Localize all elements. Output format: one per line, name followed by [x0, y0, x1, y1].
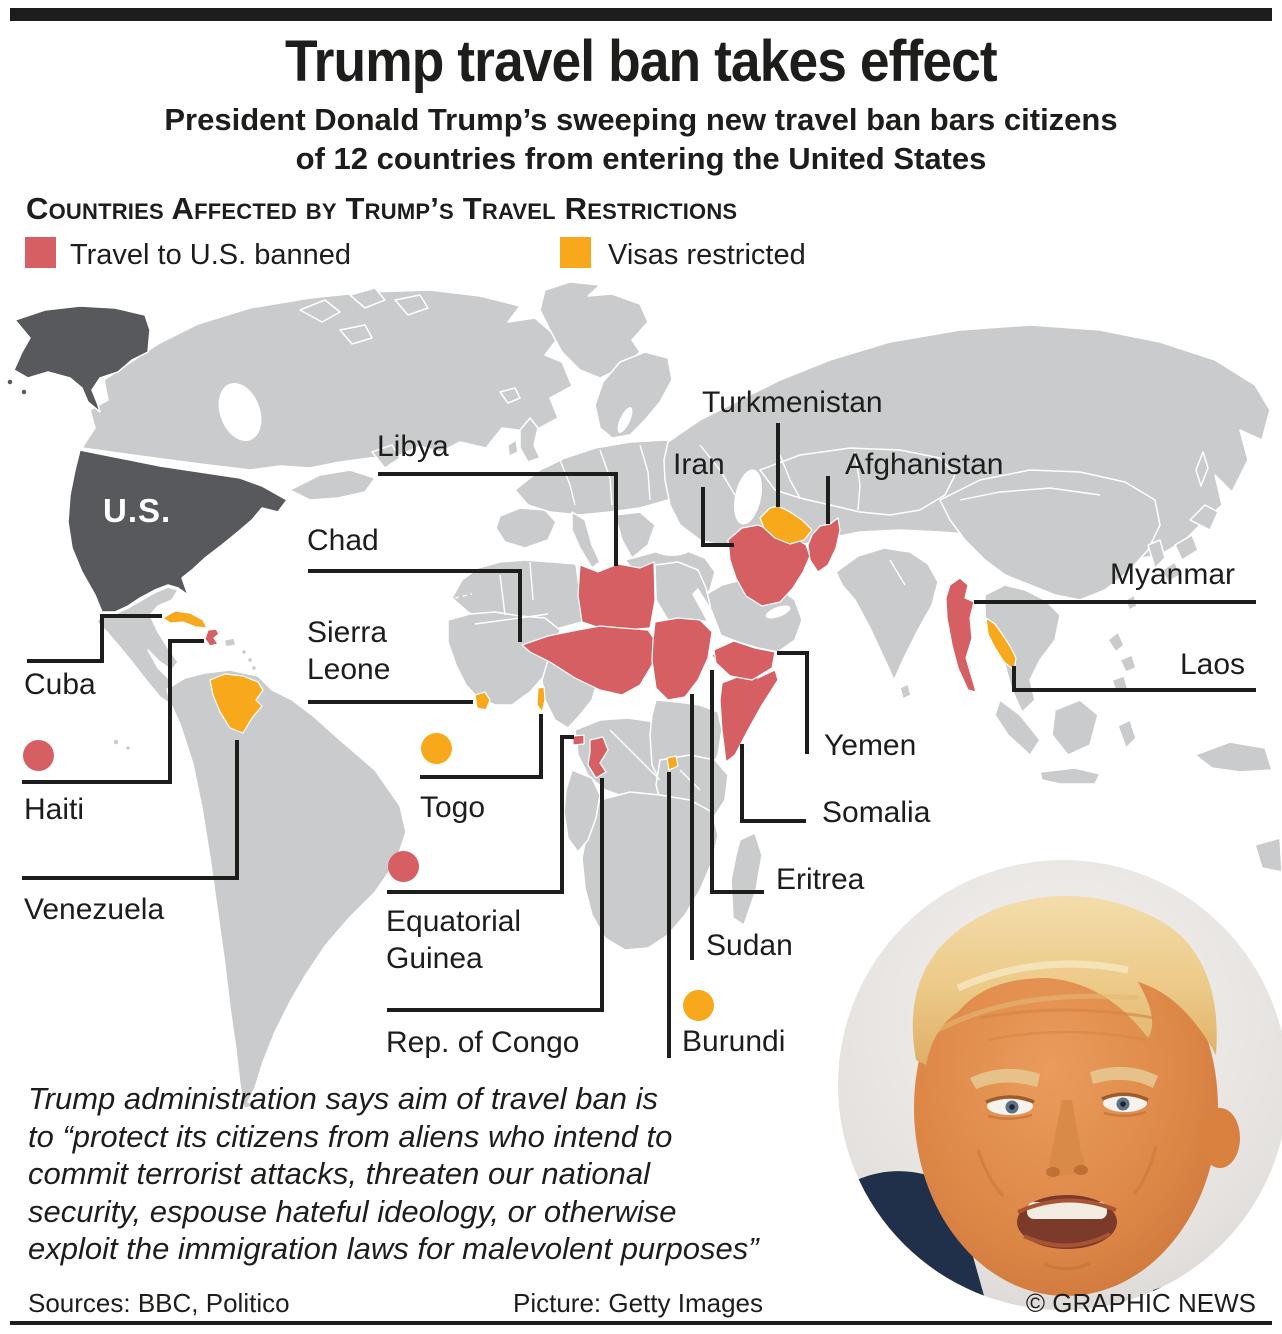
leader-line-cuba — [27, 614, 162, 663]
country-borders — [454, 444, 1101, 791]
country-label-libya: Libya — [377, 430, 449, 463]
country-myanmar — [945, 577, 977, 693]
country-label-cuba: Cuba — [24, 668, 96, 701]
country-united-states — [6, 305, 288, 613]
banned-countries — [204, 517, 977, 779]
country-label-venezuela: Venezuela — [24, 893, 165, 926]
status-dot-equatorial-guinea — [388, 851, 419, 882]
country-label-yemen: Yemen — [824, 729, 917, 762]
country-sierra-leone — [474, 691, 491, 711]
leader-line-yemen — [777, 651, 809, 754]
quote-line: exploit the immigration laws for malevol… — [28, 1231, 759, 1267]
page-title: Trump travel ban takes effect — [285, 29, 998, 94]
footer-picture-credit: Picture: Getty Images — [513, 1288, 763, 1318]
leader-line-venezuela — [22, 740, 239, 880]
status-dot-burundi — [683, 990, 714, 1021]
country-equatorial-guinea — [572, 734, 585, 746]
footer-copyright: © GRAPHIC NEWS — [1025, 1288, 1256, 1318]
legend-swatch-banned — [25, 237, 56, 268]
top-rule — [10, 8, 1272, 21]
leader-line-somalia — [740, 744, 806, 823]
section-title: Countries Affected by Trump’s Travel Res… — [26, 191, 738, 226]
subtitle-line-1: President Donald Trump’s sweeping new tr… — [164, 102, 1118, 137]
country-label-burundi: Burundi — [682, 1025, 786, 1058]
leader-line-chad — [308, 569, 522, 642]
country-label-haiti: Haiti — [24, 793, 85, 826]
quote-line: to “protect its citizens from aliens who… — [28, 1118, 673, 1154]
restricted-countries — [162, 505, 1017, 771]
status-dot-togo — [421, 733, 452, 764]
trump-portrait-illustration — [838, 860, 1282, 1310]
leader-line-equatorial-guinea — [387, 735, 574, 894]
country-label-eritrea: Eritrea — [776, 863, 865, 896]
country-rep-of-congo — [587, 736, 609, 779]
country-label-sudan: Sudan — [706, 929, 793, 962]
subtitle-line-2: of 12 countries from entering the United… — [295, 141, 987, 176]
country-label-turkmenistan: Turkmenistan — [702, 386, 883, 419]
country-sudan — [651, 617, 713, 701]
eyebrow-right — [1090, 1066, 1158, 1088]
country-yemen — [713, 640, 776, 681]
country-label-rep-of-congo: Rep. of Congo — [386, 1026, 580, 1059]
leader-line-iran — [701, 487, 734, 547]
country-label-afghanistan: Afghanistan — [845, 448, 1004, 481]
trump-photo — [838, 860, 1282, 1310]
eyebrow-left — [970, 1068, 1040, 1089]
footer-sources: Sources: BBC, Politico — [28, 1288, 290, 1318]
country-label-somalia: Somalia — [822, 796, 931, 829]
leader-line-haiti — [22, 639, 204, 784]
country-burundi — [666, 755, 679, 771]
country-label-sierra-leone: Sierra Leone — [307, 616, 391, 686]
legend-swatch-restricted — [560, 237, 591, 268]
leader-line-eritrea — [710, 670, 764, 894]
bottom-rule — [10, 1321, 1272, 1325]
country-venezuela — [209, 673, 264, 734]
quote-line: commit terrorist attacks, threaten our n… — [28, 1156, 650, 1192]
leader-line-libya — [378, 472, 618, 566]
status-dot-haiti — [23, 740, 54, 771]
country-label-laos: Laos — [1180, 648, 1246, 681]
country-somalia — [719, 669, 779, 763]
country-label-myanmar: Myanmar — [1110, 558, 1236, 591]
country-label-togo: Togo — [420, 791, 486, 824]
country-label-iran: Iran — [673, 448, 725, 481]
hair — [912, 895, 1217, 1065]
country-afghanistan — [807, 517, 841, 573]
country-label-chad: Chad — [307, 524, 379, 557]
country-haiti — [204, 628, 220, 647]
leader-line-rep-of-congo — [387, 778, 604, 1012]
leader-line-laos — [1012, 666, 1256, 692]
leader-line-togo — [420, 714, 543, 779]
leader-lines — [22, 423, 1256, 1058]
country-togo — [536, 686, 546, 713]
country-label-equatorial-guinea: Equatorial Guinea — [386, 905, 522, 975]
page-subtitle: President Donald Trump’s sweeping new tr… — [0, 100, 1282, 178]
legend-label-restricted: Visas restricted — [608, 239, 806, 271]
country-laos — [985, 617, 1017, 671]
country-chad — [521, 625, 656, 696]
country-cuba — [162, 610, 208, 629]
us-map-label: U.S. — [103, 492, 172, 529]
legend-label-banned: Travel to U.S. banned — [70, 239, 352, 271]
continents — [81, 281, 1282, 1109]
quote-text: Trump administration says aim of travel … — [28, 1080, 759, 1268]
country-libya — [577, 561, 656, 631]
country-turkmenistan — [759, 505, 813, 545]
quote-line: Trump administration says aim of travel … — [28, 1081, 658, 1116]
quote-line: security, espouse hateful ideology, or o… — [28, 1193, 677, 1229]
